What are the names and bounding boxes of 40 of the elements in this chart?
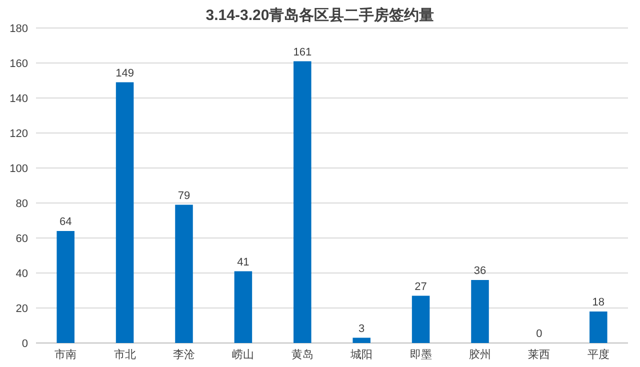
bar: [294, 61, 312, 343]
x-tick-label: 即墨: [410, 349, 432, 361]
y-tick-label: 60: [16, 233, 28, 245]
bar: [412, 296, 430, 343]
data-label: 18: [592, 296, 605, 308]
y-tick-label: 120: [10, 128, 28, 140]
data-label: 79: [178, 190, 190, 202]
data-label: 0: [536, 328, 542, 340]
x-tick-label: 市南: [54, 348, 77, 361]
x-tick-label: 平度: [587, 348, 610, 361]
x-tick-label: 黄岛: [291, 348, 314, 361]
bar: [56, 231, 74, 343]
x-tick-label: 城阳: [350, 348, 373, 361]
y-tick-label: 20: [16, 303, 28, 315]
x-tick-label: 崂山: [232, 348, 254, 361]
x-tick-label: 市北: [114, 348, 136, 361]
data-label: 27: [414, 280, 427, 293]
data-label: 41: [237, 256, 250, 268]
data-label: 36: [474, 265, 486, 277]
bar: [352, 338, 370, 343]
bar: [471, 280, 489, 343]
data-label: 149: [116, 67, 134, 80]
x-tick-label: 莱西: [528, 348, 550, 361]
bar: [234, 271, 252, 343]
data-label: 161: [293, 46, 312, 58]
chart-title: 3.14-3.20青岛各区县二手房签约量: [206, 6, 434, 24]
bar: [175, 204, 193, 343]
x-tick-label: 胶州: [469, 348, 491, 361]
y-tick-label: 40: [16, 268, 28, 280]
y-tick-label: 140: [10, 93, 28, 105]
data-label: 64: [59, 216, 72, 228]
bar: [116, 82, 134, 343]
bar: [590, 312, 608, 343]
y-tick-label: 80: [16, 198, 28, 210]
x-tick-label: 李沧: [173, 348, 195, 361]
y-tick-label: 100: [10, 163, 28, 175]
y-tick-label: 180: [10, 23, 28, 35]
y-tick-label: 0: [22, 338, 28, 350]
y-tick-label: 160: [10, 58, 28, 70]
data-label: 3: [358, 322, 365, 335]
